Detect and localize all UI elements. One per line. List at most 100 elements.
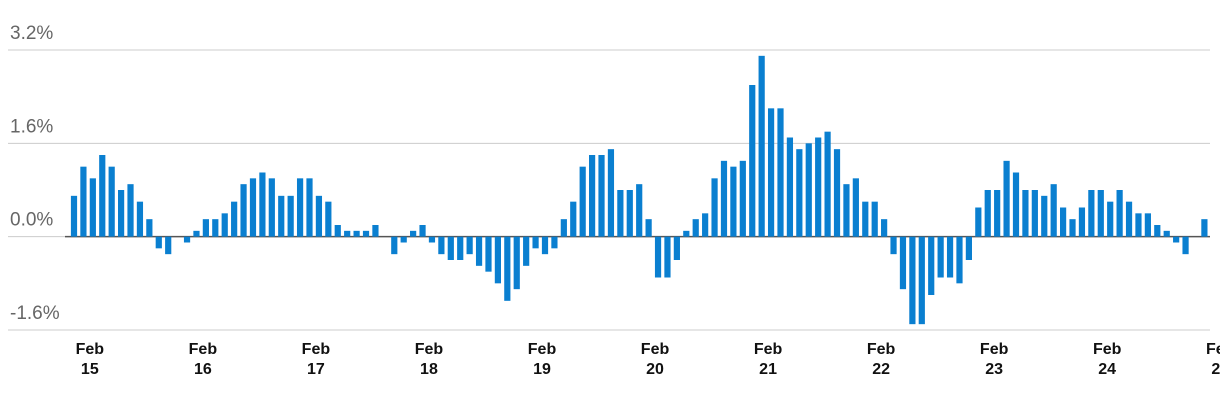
bar — [975, 207, 982, 237]
bar — [965, 236, 972, 260]
bar — [645, 219, 652, 237]
bar — [664, 236, 671, 278]
bar — [447, 236, 454, 260]
bar — [1069, 219, 1076, 237]
bar — [296, 178, 304, 237]
bar — [815, 137, 822, 237]
bar — [221, 213, 228, 237]
bar — [268, 178, 275, 237]
x-tick-label: Feb 22 — [866, 341, 896, 378]
bar — [315, 195, 323, 237]
bar — [1003, 160, 1010, 237]
bar — [796, 149, 803, 237]
bar — [108, 166, 115, 237]
bar — [1050, 184, 1057, 237]
x-tick-label: Feb 20 — [640, 341, 670, 378]
bar — [419, 225, 426, 237]
y-tick-label: -1.6% — [10, 303, 60, 324]
bar — [344, 230, 351, 237]
bar — [909, 236, 916, 325]
bar — [673, 236, 680, 260]
bar — [80, 166, 87, 237]
bar — [777, 108, 784, 237]
x-tick-label: Feb 18 — [414, 341, 444, 378]
bar — [541, 236, 549, 255]
bar — [589, 155, 596, 237]
bar — [165, 236, 172, 255]
bar — [1097, 190, 1104, 237]
bar — [231, 201, 238, 237]
bar — [334, 225, 341, 237]
bar — [306, 178, 313, 237]
bar — [852, 178, 859, 237]
bar — [692, 219, 699, 237]
bar — [1144, 213, 1151, 237]
bar — [278, 195, 285, 237]
bar — [702, 213, 709, 237]
bar — [758, 55, 765, 237]
bar — [711, 178, 718, 237]
bar — [428, 236, 436, 243]
bar — [984, 190, 991, 237]
bar — [570, 201, 577, 237]
bar — [183, 236, 191, 243]
bar — [946, 236, 954, 278]
bar — [532, 236, 539, 249]
bar — [1116, 190, 1123, 237]
bar — [871, 201, 878, 237]
bar — [362, 230, 370, 237]
bar — [1135, 213, 1142, 237]
x-tick-label: Feb 15 — [75, 341, 105, 378]
bar — [636, 184, 643, 237]
bar — [353, 230, 360, 237]
bar — [767, 108, 775, 237]
bar — [99, 155, 106, 237]
bar — [918, 236, 925, 325]
bar — [457, 236, 464, 260]
y-tick-label: 1.6% — [10, 116, 53, 137]
bar — [890, 236, 897, 255]
bar — [485, 236, 492, 272]
bar — [928, 236, 935, 295]
bar — [899, 236, 907, 290]
bar — [212, 219, 219, 237]
x-tick-label: Feb 21 — [753, 341, 783, 378]
y-tick-label: 3.2% — [10, 23, 53, 44]
bar — [881, 219, 888, 237]
bar — [824, 131, 831, 237]
bar — [249, 178, 257, 237]
x-tick-label: Feb 23 — [979, 341, 1009, 378]
x-tick-label: Feb 17 — [301, 341, 331, 378]
bar — [617, 190, 624, 237]
bar — [1012, 172, 1020, 237]
bar — [513, 236, 520, 290]
bar — [551, 236, 558, 249]
bar — [579, 166, 586, 237]
bar — [1060, 207, 1067, 237]
x-tick-label: Feb 24 — [1092, 341, 1122, 378]
bar — [372, 225, 379, 237]
bar — [1154, 225, 1161, 237]
bar — [749, 85, 756, 237]
bar — [626, 190, 633, 237]
bar — [146, 219, 153, 237]
bar — [259, 172, 266, 237]
bar — [598, 155, 605, 237]
bar — [843, 184, 850, 237]
bar — [1041, 195, 1048, 237]
bar — [523, 236, 530, 266]
bar — [410, 230, 417, 237]
bar — [720, 160, 728, 237]
bar — [607, 149, 615, 237]
bar — [438, 236, 445, 255]
bar — [70, 195, 78, 237]
bar — [994, 190, 1001, 237]
x-tick-label: Feb 25 — [1206, 341, 1220, 378]
bar — [1078, 207, 1086, 237]
bar — [155, 236, 162, 249]
bar — [202, 219, 209, 237]
bar — [400, 236, 407, 243]
bar — [193, 230, 200, 237]
